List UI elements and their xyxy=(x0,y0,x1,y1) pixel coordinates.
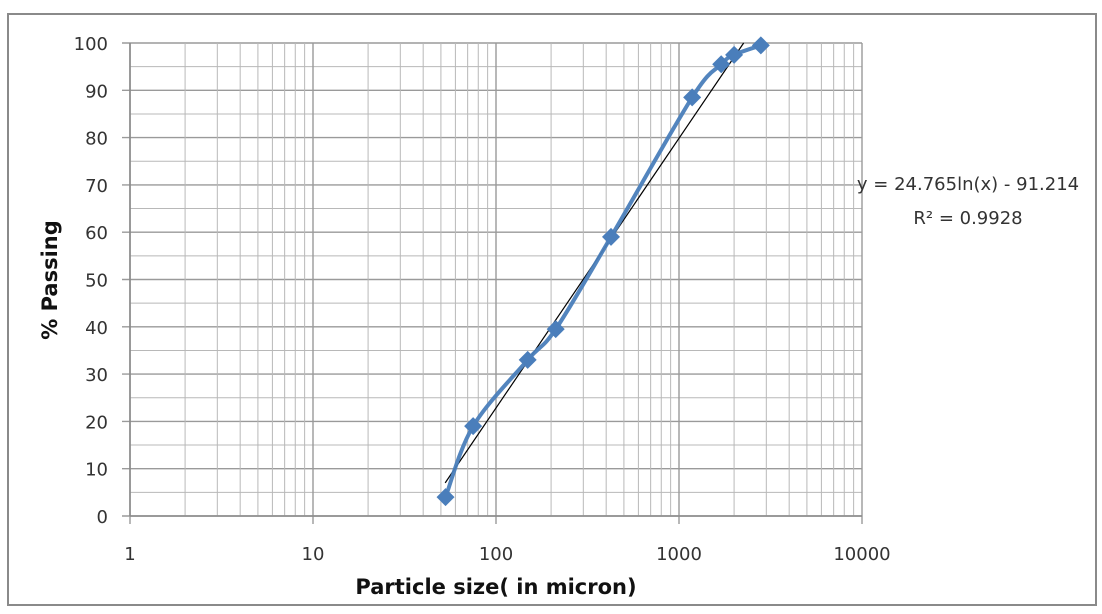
x-axis-ticks: 1 10 100 1000 10000 xyxy=(124,544,890,565)
y-tick-label: 70 xyxy=(85,176,108,197)
y-tick-label: 100 xyxy=(74,34,108,55)
data-point-marker xyxy=(601,227,620,246)
y-tick-label: 50 xyxy=(85,271,108,292)
y-axis-ticks: 0 10 20 30 40 50 60 70 80 90 100 xyxy=(74,34,108,528)
x-tick-label: 10 xyxy=(302,544,325,565)
data-point-marker xyxy=(712,55,731,74)
y-axis-title: % Passing xyxy=(38,220,62,340)
data-point-marker xyxy=(464,417,483,436)
gridlines xyxy=(122,42,863,524)
data-point-marker xyxy=(546,320,565,339)
y-tick-label: 60 xyxy=(85,223,108,244)
y-tick-label: 20 xyxy=(85,412,108,433)
y-tick-label: 10 xyxy=(85,460,108,481)
y-tick-label: 0 xyxy=(97,507,108,528)
x-tick-label: 1000 xyxy=(656,544,702,565)
y-tick-label: 90 xyxy=(85,81,108,102)
x-tick-label: 1 xyxy=(124,544,135,565)
data-point-marker xyxy=(751,36,770,55)
x-tick-label: 100 xyxy=(479,544,513,565)
data-point-marker xyxy=(683,88,702,107)
data-series xyxy=(436,36,770,507)
trendline-equation: y = 24.765ln(x) - 91.214 xyxy=(857,174,1079,195)
y-tick-label: 80 xyxy=(85,129,108,150)
x-tick-label: 10000 xyxy=(833,544,890,565)
data-point-marker xyxy=(436,488,455,507)
x-axis-title: Particle size( in micron) xyxy=(355,575,636,599)
data-point-marker xyxy=(725,45,744,64)
chart-frame xyxy=(7,13,1097,606)
trendline-r-squared: R² = 0.9928 xyxy=(913,208,1022,229)
data-point-marker xyxy=(518,350,537,369)
y-tick-label: 30 xyxy=(85,365,108,386)
y-tick-label: 40 xyxy=(85,318,108,339)
